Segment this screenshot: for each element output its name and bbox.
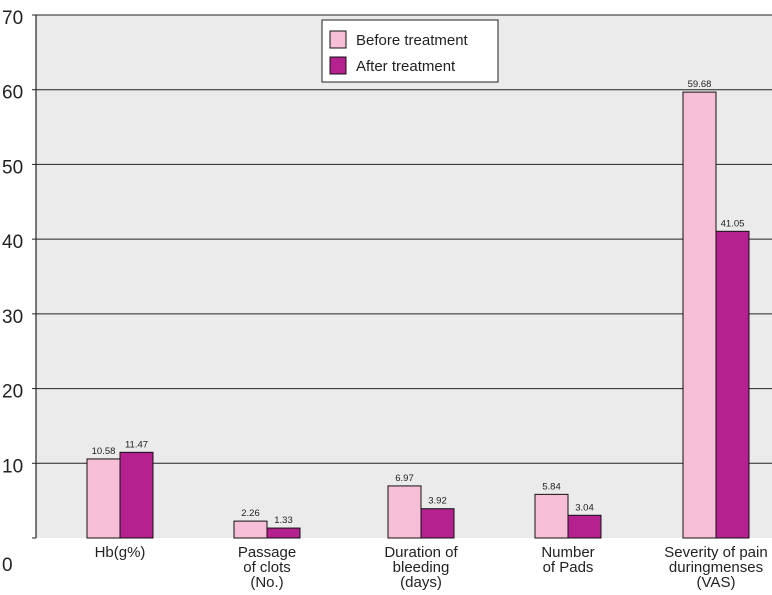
y-tick-label: 70 [2,8,23,29]
data-label: 3.92 [428,496,447,507]
x-category-label: (No.) [250,574,283,591]
bar [266,527,301,539]
x-category-label: Number [541,544,594,561]
legend: Before treatment After treatment [321,19,499,83]
x-category-label: of Pads [543,559,594,576]
x-category-label: duringmenses [669,559,763,576]
y-tick-label: 40 [2,232,23,253]
bars: 10.58 2.26 6.97 5.84 59.68 11.47 1.33 3.92 3.04 4… [86,79,750,539]
y-tick-label: 10 [2,456,23,477]
y-tick-label: 50 [2,157,23,178]
y-tick-label: 60 [2,83,23,104]
legend-box [321,19,499,83]
plot-area [36,15,772,538]
data-label: 6.97 [395,473,414,484]
data-label: 1.33 [274,515,293,526]
bar [86,458,121,539]
data-label: 59.68 [688,79,712,90]
y-tick-label: 20 [2,382,23,403]
x-category-label: Passage [238,544,296,561]
data-label: 41.05 [721,218,745,229]
x-category-label: (VAS) [697,574,736,591]
bar [534,493,569,539]
legend-swatch [329,30,347,49]
data-label: 5.84 [542,481,561,492]
x-category-label: Severity of pain [664,544,767,561]
legend-swatch [329,56,347,75]
data-label: 3.04 [575,502,594,513]
bar [233,520,268,539]
bar [682,91,717,539]
y-tick-label: 0 [2,555,13,576]
bar [715,230,750,539]
bar [567,514,602,539]
x-category-label: bleeding [393,559,450,576]
gridlines [36,14,772,464]
bar [119,451,154,539]
y-tick-label: 30 [2,307,23,328]
data-label: 10.58 [92,446,116,457]
data-label: 11.47 [125,439,148,450]
legend-label: Before treatment [356,32,469,49]
x-category-label: of clots [243,559,291,576]
legend-label: After treatment [356,58,456,75]
data-label: 2.26 [241,508,260,519]
x-category-label: (days) [400,574,442,591]
y-axis: 0 10 20 30 40 50 60 70 [2,8,37,576]
x-category-label: Hb(g%) [95,544,146,561]
bar [420,508,455,539]
x-category-label: Duration of [384,544,458,561]
bar [387,485,422,539]
